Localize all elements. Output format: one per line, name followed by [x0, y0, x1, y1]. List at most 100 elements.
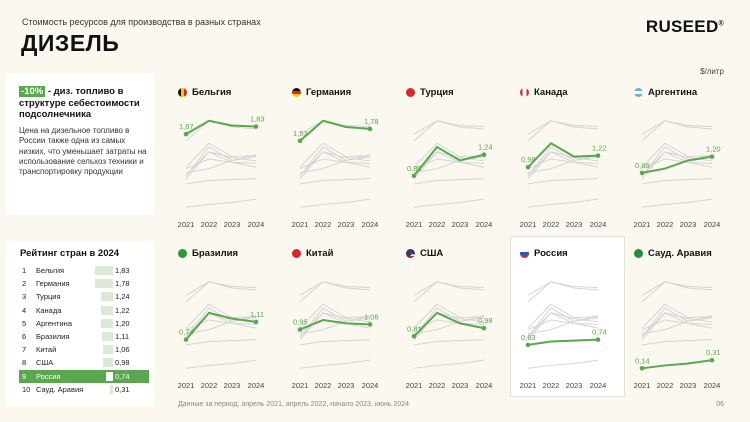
- background-series-line: [185, 312, 257, 337]
- panel-title: Бразилия: [192, 248, 239, 259]
- rank-value: 1,20: [115, 318, 130, 328]
- data-label-last: 0,31: [706, 348, 721, 357]
- rank-bar: [100, 292, 113, 302]
- ranking-list: 1 Бельгия 1,83 2 Германия 1,78 3 Турция 1,24 4 Кан…: [19, 264, 149, 396]
- background-series-line: [527, 146, 599, 177]
- highlight-body: Цена на дизельное топливо в России также…: [19, 126, 147, 177]
- mini-chart: 0,86 1,20 2021 2022 2023 2024: [634, 120, 721, 229]
- background-series-line: [641, 312, 713, 337]
- panel-title: Сауд. Аравия: [648, 248, 712, 259]
- background-series-line: [299, 156, 371, 174]
- mini-chart: 1,67 1,83 2021 2022 2023 2024: [178, 115, 265, 229]
- belgium-flag-icon: [178, 88, 187, 97]
- background-series-line: [299, 281, 371, 303]
- x-tick-label: 2021: [634, 381, 651, 390]
- page-title: ДИЗЕЛЬ: [21, 30, 120, 56]
- data-label-first: 1,67: [179, 122, 194, 131]
- x-tick-label: 2022: [657, 220, 674, 229]
- panel-title: Бельгия: [192, 87, 232, 98]
- background-series-line: [527, 120, 599, 135]
- x-tick-label: 2022: [201, 381, 218, 390]
- highlight-heading: -10% - диз. топливо в структуре себестои…: [19, 86, 147, 121]
- x-tick-label: 2023: [566, 220, 583, 229]
- x-tick-label: 2022: [543, 381, 560, 390]
- background-series-line: [413, 312, 485, 340]
- logo: RUSEED®: [646, 17, 724, 37]
- x-tick-label: 2024: [704, 220, 721, 229]
- data-label-last: 0,74: [592, 328, 607, 337]
- series-line: [299, 119, 371, 142]
- rank-number: 7: [22, 345, 27, 355]
- rank-value: 0,74: [115, 371, 130, 381]
- background-series-line: [641, 281, 713, 296]
- x-tick-label: 2022: [315, 381, 332, 390]
- rank-number: 4: [22, 305, 27, 315]
- background-series-line: [527, 359, 599, 369]
- background-series-line: [527, 281, 599, 303]
- background-series-line: [185, 156, 257, 174]
- background-series-line: [641, 303, 713, 329]
- rank-number: 1: [22, 266, 27, 275]
- footnote: Данные за период: апрель 2021, апрель 20…: [178, 401, 410, 408]
- background-series-line: [527, 303, 599, 329]
- background-series-line: [527, 198, 599, 208]
- rank-number: 9: [22, 371, 27, 381]
- rank-country: Бразилия: [36, 331, 70, 341]
- background-series-line: [527, 312, 599, 340]
- background-series-line: [185, 198, 257, 208]
- background-series-line: [527, 281, 599, 296]
- data-label-last: 1,20: [706, 145, 721, 154]
- panel-title: Китай: [306, 248, 334, 259]
- background-series-line: [299, 339, 371, 346]
- rank-country: США: [36, 358, 54, 368]
- background-series-line: [413, 151, 485, 176]
- rank-bar: [103, 358, 113, 368]
- background-series-line: [641, 120, 713, 142]
- x-tick-label: 2022: [657, 381, 674, 390]
- rank-value: 0,98: [115, 358, 130, 368]
- rank-value: 1,06: [115, 345, 130, 355]
- background-series-line: [413, 317, 485, 335]
- rank-value: 1,24: [115, 292, 130, 302]
- rank-number: 6: [22, 331, 27, 341]
- x-tick-label: 2023: [224, 220, 241, 229]
- background-series-line: [641, 307, 713, 338]
- data-point: [411, 173, 417, 179]
- data-label-last: 1,06: [364, 312, 379, 321]
- russia-flag-icon: [520, 249, 529, 258]
- rank-number: 8: [22, 358, 27, 368]
- rank-number: 5: [22, 318, 27, 328]
- background-series-line: [413, 307, 485, 338]
- background-series-line: [185, 307, 257, 338]
- mini-chart: 0,14 0,31 2021 2022 2023 2024: [634, 281, 721, 390]
- background-series-line: [185, 178, 257, 185]
- rank-value: 1,11: [115, 331, 130, 341]
- panel-title: Аргентина: [648, 87, 698, 98]
- ranking-title: Рейтинг стран в 2024: [20, 248, 120, 259]
- background-series-line: [527, 120, 599, 142]
- x-tick-label: 2024: [476, 220, 493, 229]
- series-line: [641, 155, 713, 174]
- data-point: [709, 154, 715, 159]
- usa-flag-icon: [406, 249, 415, 258]
- rank-number: 10: [22, 384, 31, 394]
- series-line: [299, 318, 371, 331]
- background-series-line: [413, 178, 485, 185]
- background-series-line: [413, 339, 485, 346]
- x-tick-label: 2024: [704, 381, 721, 390]
- panel-title: США: [420, 248, 444, 259]
- rank-country: Канада: [36, 305, 62, 315]
- x-tick-label: 2024: [476, 381, 493, 390]
- rank-bar: [101, 318, 113, 328]
- rank-number: 2: [22, 279, 27, 289]
- x-tick-label: 2021: [634, 220, 651, 229]
- ranking-row: 4 Канада 1,22: [19, 304, 149, 317]
- x-tick-label: 2022: [201, 220, 218, 229]
- unit-label: $/литр: [700, 67, 724, 76]
- ranking-row: 6 Бразилия 1,11: [19, 330, 149, 343]
- x-tick-label: 2024: [248, 220, 265, 229]
- panel-title: Турция: [420, 87, 454, 98]
- x-tick-label: 2024: [590, 220, 607, 229]
- x-tick-label: 2022: [315, 220, 332, 229]
- panel-title: Германия: [306, 87, 352, 98]
